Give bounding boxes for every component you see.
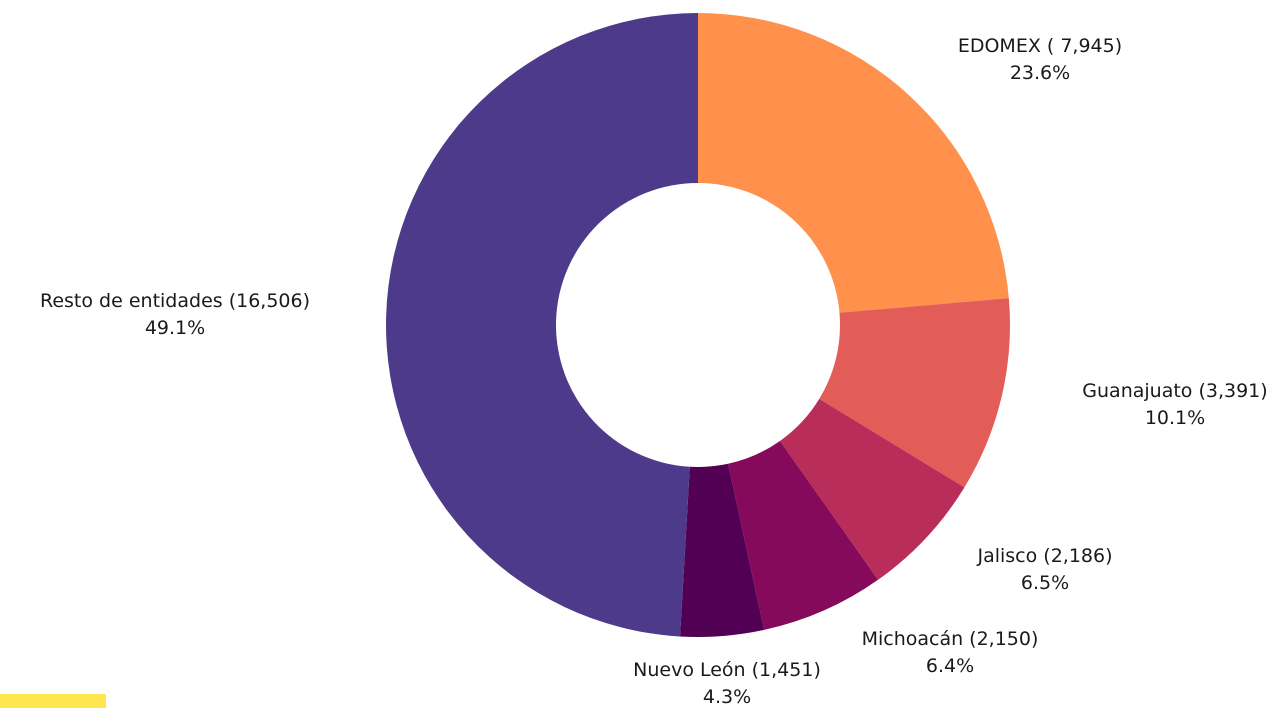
slice-jalisco <box>779 398 965 580</box>
slice-edomex <box>698 13 1009 313</box>
slice-label: Resto de entidades (16,506) <box>40 290 310 312</box>
slice-percent-label: 10.1% <box>1145 407 1205 429</box>
slice-nuevo-león <box>680 463 765 637</box>
slice-label: EDOMEX ( 7,945) <box>958 35 1122 57</box>
slice-label: Jalisco (2,186) <box>976 545 1112 567</box>
accent-bar <box>0 694 106 708</box>
slice-guanajuato <box>819 298 1011 488</box>
slice-label: Guanajuato (3,391) <box>1082 380 1267 402</box>
slice-resto-de-entidades <box>385 13 698 637</box>
slice-percent-label: 6.5% <box>1021 572 1069 594</box>
slice-percent-label: 49.1% <box>145 317 205 339</box>
slice-percent-label: 23.6% <box>1010 62 1070 84</box>
slice-labels: EDOMEX ( 7,945) 23.6% Guanajuato (3,391) 10… <box>40 35 1268 708</box>
slice-label: Michoacán (2,150) <box>862 628 1039 650</box>
donut-slices <box>385 13 1011 637</box>
slice-percent-label: 4.3% <box>703 686 751 708</box>
slice-michoacán <box>728 440 879 630</box>
slice-label: Nuevo León (1,451) <box>633 659 821 681</box>
slice-percent-label: 6.4% <box>926 655 974 677</box>
